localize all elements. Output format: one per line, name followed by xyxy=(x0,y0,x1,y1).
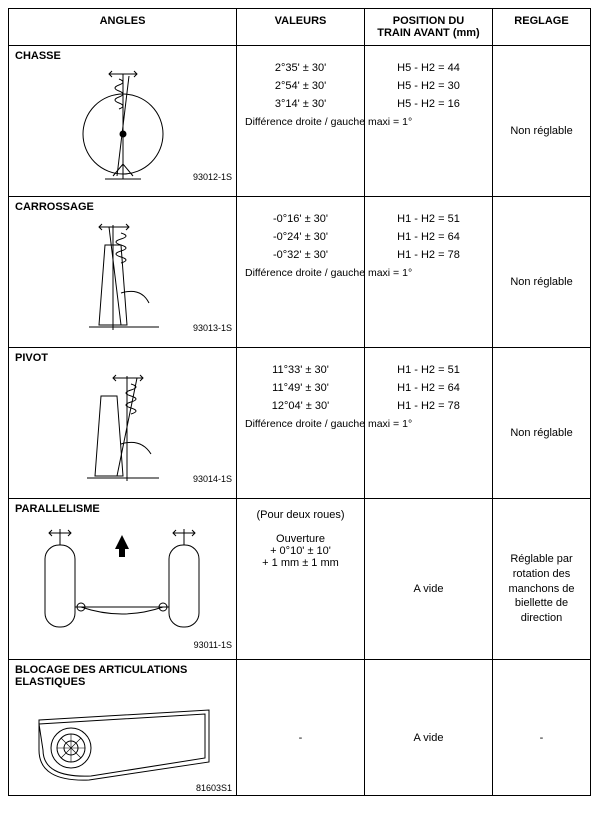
val: -0°32' ± 30' xyxy=(245,249,356,261)
position-parallelisme: A vide xyxy=(365,499,492,679)
pos: H1 - H2 = 78 xyxy=(373,249,484,261)
figref-chasse: 93012-1S xyxy=(193,172,232,182)
title-carrossage: CARROSSAGE xyxy=(9,197,236,215)
geometry-table: ANGLES VALEURS POSITION DU TRAIN AVANT (… xyxy=(8,8,591,796)
figref-parallelisme: 93011-1S xyxy=(194,640,232,650)
val: 11°33' ± 30' xyxy=(245,364,356,376)
diagram-pivot: 93014-1S xyxy=(9,366,236,486)
val: 12°04' ± 30' xyxy=(245,400,356,412)
header-reglage: REGLAGE xyxy=(493,9,591,46)
row-chasse: CHASSE xyxy=(9,46,591,197)
reglage-chasse: Non réglable xyxy=(493,46,590,216)
val-line: Ouverture xyxy=(245,533,356,545)
row-carrossage: CARROSSAGE xyxy=(9,197,591,348)
header-row: ANGLES VALEURS POSITION DU TRAIN AVANT (… xyxy=(9,9,591,46)
figref-pivot: 93014-1S xyxy=(193,474,232,484)
pos: H1 - H2 = 78 xyxy=(373,400,484,412)
position-blocage: A vide xyxy=(365,660,492,815)
diagram-carrossage: 93013-1S xyxy=(9,215,236,335)
dash: - xyxy=(501,732,582,744)
val-line: + 0°10' ± 10' xyxy=(245,545,356,557)
pos: H5 - H2 = 16 xyxy=(373,98,484,110)
row-pivot: PIVOT xyxy=(9,348,591,499)
reglage-blocage: - xyxy=(493,660,590,815)
header-position: POSITION DU TRAIN AVANT (mm) xyxy=(365,9,493,46)
val: 2°35' ± 30' xyxy=(245,62,356,74)
valeurs-carrossage: -0°16' ± 30' -0°24' ± 30' -0°32' ± 30' D… xyxy=(237,197,364,297)
title-chasse: CHASSE xyxy=(9,46,236,64)
reglage-text: Non réglable xyxy=(501,276,582,288)
diff-note: Différence droite / gauche maxi = 1° xyxy=(245,116,356,130)
diff-note: Différence droite / gauche maxi = 1° xyxy=(245,418,356,432)
row-blocage: BLOCAGE DES ARTICULATIONS ELASTIQUES xyxy=(9,660,591,796)
reglage-text: Non réglable xyxy=(501,125,582,137)
val-line: + 1 mm ± 1 mm xyxy=(245,557,356,569)
positions-carrossage: H1 - H2 = 51 H1 - H2 = 64 H1 - H2 = 78 xyxy=(365,197,492,277)
val-top: (Pour deux roues) xyxy=(245,509,356,521)
valeurs-chasse: 2°35' ± 30' 2°54' ± 30' 3°14' ± 30' Diff… xyxy=(237,46,364,146)
pos: H1 - H2 = 51 xyxy=(373,213,484,225)
diff-note: Différence droite / gauche maxi = 1° xyxy=(245,267,356,281)
pos: H5 - H2 = 30 xyxy=(373,80,484,92)
pos: H5 - H2 = 44 xyxy=(373,62,484,74)
val: 2°54' ± 30' xyxy=(245,80,356,92)
val: -0°24' ± 30' xyxy=(245,231,356,243)
header-valeurs: VALEURS xyxy=(237,9,365,46)
positions-pivot: H1 - H2 = 51 H1 - H2 = 64 H1 - H2 = 78 xyxy=(365,348,492,428)
diagram-blocage: 81603S1 xyxy=(9,690,236,795)
pos-text: A vide xyxy=(373,732,484,744)
valeurs-pivot: 11°33' ± 30' 11°49' ± 30' 12°04' ± 30' D… xyxy=(237,348,364,448)
valeurs-blocage: - xyxy=(237,660,364,815)
positions-chasse: H5 - H2 = 44 H5 - H2 = 30 H5 - H2 = 16 xyxy=(365,46,492,126)
diagram-chasse: 93012-1S xyxy=(9,64,236,184)
reglage-carrossage: Non réglable xyxy=(493,197,590,367)
figref-carrossage: 93013-1S xyxy=(193,323,232,333)
row-parallelisme: PARALLELISME xyxy=(9,499,591,660)
pos: H1 - H2 = 64 xyxy=(373,382,484,394)
val: -0°16' ± 30' xyxy=(245,213,356,225)
reglage-text: Non réglable xyxy=(501,427,582,439)
valeurs-parallelisme: (Pour deux roues) Ouverture + 0°10' ± 10… xyxy=(237,499,364,579)
title-blocage: BLOCAGE DES ARTICULATIONS ELASTIQUES xyxy=(9,660,236,690)
val: 11°49' ± 30' xyxy=(245,382,356,394)
header-angles: ANGLES xyxy=(9,9,237,46)
dash: - xyxy=(245,732,356,744)
val: 3°14' ± 30' xyxy=(245,98,356,110)
reglage-parallelisme: Réglable par rotation des manchons de bi… xyxy=(493,499,590,679)
pos: H1 - H2 = 64 xyxy=(373,231,484,243)
reglage-text: Réglable par rotation des manchons de bi… xyxy=(501,552,582,626)
title-parallelisme: PARALLELISME xyxy=(9,499,236,517)
diagram-parallelisme: 93011-1S xyxy=(9,517,236,652)
pos-text: A vide xyxy=(373,583,484,595)
pos: H1 - H2 = 51 xyxy=(373,364,484,376)
title-pivot: PIVOT xyxy=(9,348,236,366)
reglage-pivot: Non réglable xyxy=(493,348,590,518)
